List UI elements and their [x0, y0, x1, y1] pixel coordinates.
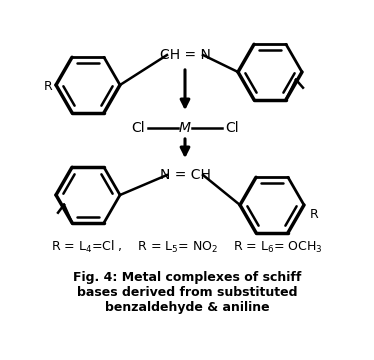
Text: Cl: Cl — [225, 121, 239, 135]
Text: CH = N: CH = N — [160, 48, 211, 62]
Text: Cl: Cl — [131, 121, 145, 135]
Text: R = L$_4$=Cl ,    R = L$_5$= NO$_2$    R = L$_6$= OCH$_3$: R = L$_4$=Cl , R = L$_5$= NO$_2$ R = L$_… — [51, 239, 323, 255]
Text: benzaldehyde & aniline: benzaldehyde & aniline — [105, 302, 269, 315]
Text: Fig. 4: Metal complexes of schiff: Fig. 4: Metal complexes of schiff — [73, 271, 301, 284]
Text: M: M — [179, 121, 191, 135]
Text: bases derived from substituted: bases derived from substituted — [77, 287, 297, 300]
Text: R: R — [310, 208, 318, 221]
Text: N = CH: N = CH — [160, 168, 211, 182]
Text: R: R — [44, 81, 52, 94]
